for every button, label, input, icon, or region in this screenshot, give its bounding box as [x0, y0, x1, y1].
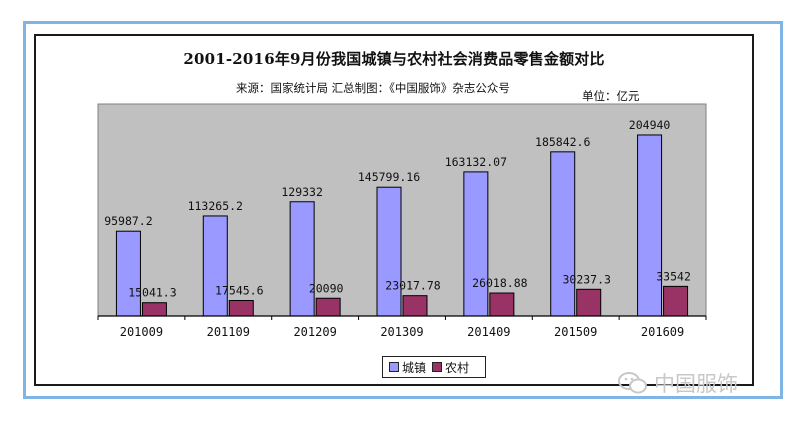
x-tick-label-201309: 201309 — [380, 325, 423, 339]
bar-rural-201309 — [402, 295, 428, 317]
data-label-rural-201109: 17545.6 — [215, 284, 264, 298]
chart-legend: 城镇 农村 — [382, 356, 486, 378]
data-label-rural-201409: 26018.88 — [472, 276, 527, 290]
x-tick-label-201109: 201109 — [207, 325, 250, 339]
bar-rural-201609 — [663, 285, 689, 317]
chart-unit-note: 单位：亿元 — [582, 89, 640, 103]
data-label-urban-201309: 145799.16 — [358, 170, 420, 184]
legend-item-urban: 城镇 — [389, 359, 426, 376]
x-tick-label-201609: 201609 — [641, 325, 684, 339]
legend-label-rural: 农村 — [445, 360, 470, 375]
bar-urban-201509 — [550, 151, 576, 317]
x-tick-label-201409: 201409 — [467, 325, 510, 339]
data-label-rural-201609: 33542 — [656, 269, 691, 283]
data-label-urban-201509: 185842.6 — [535, 135, 590, 149]
data-label-rural-201209: 20090 — [309, 281, 344, 295]
data-label-urban-201209: 129332 — [281, 185, 323, 199]
data-label-urban-201109: 113265.2 — [188, 199, 243, 213]
watermark-text: 中国服饰 — [654, 372, 738, 396]
bar-rural-201109 — [228, 300, 254, 317]
bar-urban-201109 — [202, 215, 228, 317]
legend-item-rural: 农村 — [432, 359, 469, 376]
x-tick-label-201509: 201509 — [554, 325, 597, 339]
bar-rural-201509 — [576, 288, 602, 317]
data-label-rural-201309: 23017.78 — [385, 279, 440, 293]
legend-label-urban: 城镇 — [402, 360, 427, 375]
bar-urban-201209 — [289, 201, 315, 317]
bar-urban-201409 — [463, 171, 489, 317]
wechat-icon — [618, 372, 647, 394]
bar-rural-201009 — [141, 302, 167, 317]
plot-area — [97, 103, 707, 317]
data-label-urban-201609: 204940 — [629, 118, 671, 132]
bar-rural-201409 — [489, 292, 515, 317]
bar-rural-201209 — [315, 297, 341, 317]
x-tick-label-201209: 201209 — [293, 325, 336, 339]
chart-source-note: 来源：国家统计局 汇总制图：《中国服饰》杂志公众号 — [236, 81, 510, 95]
data-label-urban-201009: 95987.2 — [104, 214, 152, 228]
legend-swatch-urban — [389, 362, 399, 372]
legend-swatch-rural — [432, 362, 443, 372]
chart-title: 2001-2016年9月份我国城镇与农村社会消费品零售金额对比 — [183, 50, 605, 68]
bar-urban-201309 — [376, 186, 402, 317]
x-tick-label-201009: 201009 — [120, 325, 163, 339]
data-label-rural-201009: 15041.3 — [128, 286, 177, 300]
data-label-urban-201409: 163132.07 — [445, 155, 507, 169]
bar-urban-201009 — [115, 230, 141, 317]
bar-urban-201609 — [637, 134, 663, 317]
watermark: 中国服饰 — [618, 368, 738, 398]
data-label-rural-201509: 30237.3 — [562, 272, 611, 286]
